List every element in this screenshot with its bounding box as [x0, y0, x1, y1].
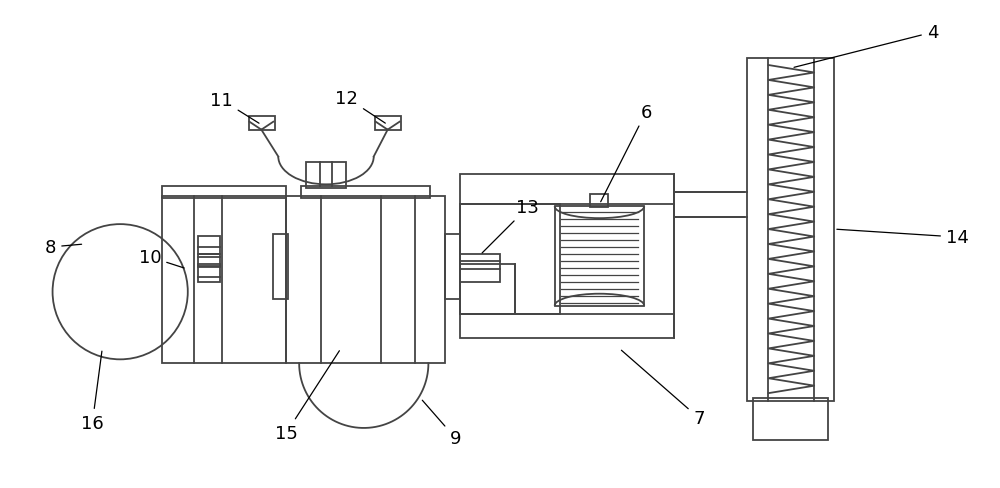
- Bar: [162, 187, 286, 199]
- Text: 15: 15: [275, 351, 339, 442]
- Bar: [198, 264, 220, 282]
- Bar: [301, 187, 430, 199]
- Bar: [460, 175, 674, 339]
- Bar: [460, 205, 560, 314]
- Text: 14: 14: [837, 228, 969, 246]
- Bar: [249, 117, 275, 130]
- Bar: [590, 195, 608, 208]
- Bar: [445, 235, 460, 299]
- Bar: [198, 254, 220, 266]
- Text: 12: 12: [335, 90, 385, 124]
- Bar: [306, 163, 346, 189]
- Text: 13: 13: [482, 199, 539, 253]
- Bar: [198, 237, 220, 254]
- Text: 4: 4: [794, 24, 938, 68]
- Bar: [162, 197, 286, 364]
- Text: 16: 16: [81, 351, 104, 432]
- Bar: [375, 117, 401, 130]
- Bar: [460, 254, 500, 282]
- Text: 10: 10: [139, 248, 184, 268]
- Bar: [747, 59, 834, 401]
- Text: 11: 11: [210, 92, 259, 124]
- Text: 6: 6: [601, 103, 652, 203]
- Bar: [753, 398, 828, 440]
- Bar: [460, 264, 515, 314]
- Bar: [555, 207, 644, 306]
- Text: 8: 8: [45, 239, 82, 257]
- Text: 9: 9: [422, 400, 461, 447]
- Text: 7: 7: [621, 350, 705, 427]
- Bar: [273, 235, 288, 299]
- Bar: [286, 197, 445, 364]
